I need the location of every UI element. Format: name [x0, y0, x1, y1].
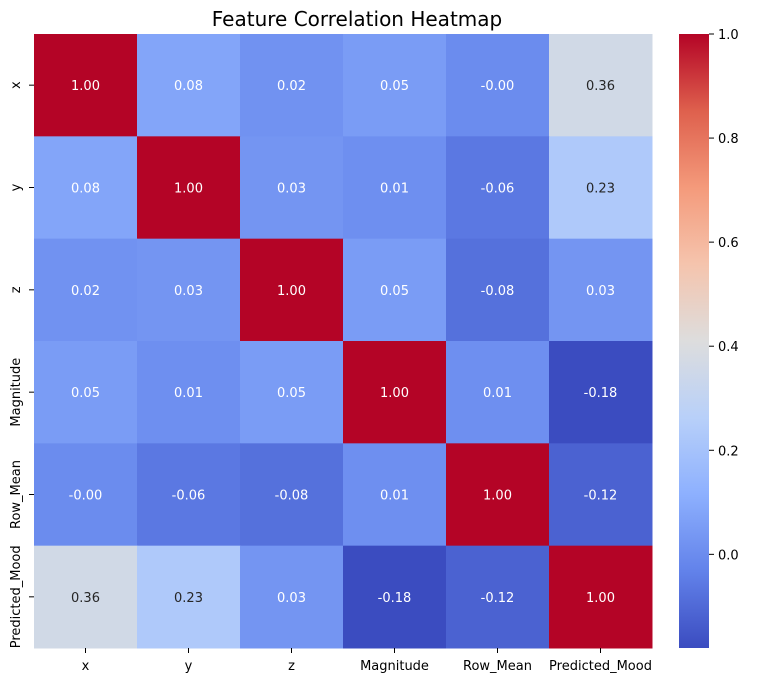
cell-value-label: 0.02 — [277, 79, 306, 94]
heatmap-cell-z-y — [137, 238, 241, 342]
colorbar-gradient — [679, 34, 709, 648]
cell-value-label: 1.00 — [380, 386, 409, 401]
heatmap-cell-row-mean-x — [34, 443, 138, 547]
cell-value-label: 0.03 — [586, 284, 615, 299]
y-tick-label-z: z — [9, 286, 24, 293]
heatmap-cell-magnitude-y — [137, 341, 241, 444]
heatmap-cell-predicted-mood-y — [137, 545, 241, 649]
heatmap-cell-row-mean-row-mean — [446, 443, 550, 547]
heatmap-cell-x-predicted-mood — [549, 34, 653, 137]
heatmap-cell-z-row-mean — [446, 238, 550, 342]
cell-value-label: 0.08 — [71, 182, 100, 197]
cell-value-label: -0.06 — [481, 182, 515, 197]
heatmap-cell-magnitude-predicted-mood — [549, 341, 653, 444]
heatmap-cell-predicted-mood-predicted-mood — [549, 545, 653, 649]
cell-value-label: 0.05 — [277, 386, 306, 401]
cell-value-label: -0.08 — [481, 284, 515, 299]
heatmap-cell-magnitude-x — [34, 341, 138, 444]
heatmap-cell-predicted-mood-magnitude — [343, 545, 447, 649]
cell-value-label: 0.05 — [380, 284, 409, 299]
heatmap-cell-row-mean-z — [240, 443, 344, 547]
x-tick-label-x: x — [82, 659, 90, 674]
y-tick-label-x: x — [9, 81, 24, 89]
cell-value-label: -0.00 — [481, 79, 515, 94]
heatmap-cell-magnitude-row-mean — [446, 341, 550, 444]
cell-value-label: 0.36 — [71, 591, 100, 606]
heatmap-cells — [34, 34, 653, 649]
cell-value-label: -0.12 — [481, 591, 515, 606]
cell-value-label: 0.03 — [277, 591, 306, 606]
cell-value-label: 0.01 — [483, 386, 512, 401]
heatmap-cell-x-x — [34, 34, 138, 137]
heatmap-cell-y-z — [240, 136, 344, 240]
heatmap-cell-row-mean-magnitude — [343, 443, 447, 547]
cell-value-label: -0.08 — [275, 489, 309, 504]
heatmap-cell-magnitude-magnitude — [343, 341, 447, 444]
heatmap-cell-y-x — [34, 136, 138, 240]
cell-value-label: 0.02 — [71, 284, 100, 299]
x-tick-label-y: y — [185, 659, 193, 674]
cell-value-label: -0.12 — [584, 489, 618, 504]
cell-value-label: 0.05 — [71, 386, 100, 401]
cell-value-label: 0.05 — [380, 79, 409, 94]
cell-value-label: 1.00 — [483, 489, 512, 504]
heatmap-cell-magnitude-z — [240, 341, 344, 444]
heatmap-cell-row-mean-y — [137, 443, 241, 547]
cell-value-label: 1.00 — [586, 591, 615, 606]
heatmap-cell-z-x — [34, 238, 138, 342]
heatmap-cell-row-mean-predicted-mood — [549, 443, 653, 547]
colorbar-tick-label: 0.2 — [718, 444, 739, 459]
x-tick-label-predicted-mood: Predicted_Mood — [549, 659, 652, 674]
cell-value-label: -0.06 — [172, 489, 206, 504]
heatmap-cell-predicted-mood-row-mean — [446, 545, 550, 649]
cell-value-label: 0.01 — [380, 489, 409, 504]
heatmap-cell-z-z — [240, 238, 344, 342]
cell-value-label: 0.36 — [586, 79, 615, 94]
y-tick-label-y: y — [9, 183, 24, 191]
colorbar-tick-label: 0.0 — [718, 548, 739, 563]
heatmap-cell-x-row-mean — [446, 34, 550, 137]
x-axis: x y z Magnitude Row_Mean Predicted_Mood — [82, 648, 652, 674]
heatmap-cell-y-magnitude — [343, 136, 447, 240]
heatmap-cell-x-z — [240, 34, 344, 137]
cell-value-label: 0.08 — [174, 79, 203, 94]
heatmap-cell-x-magnitude — [343, 34, 447, 137]
chart-title: Feature Correlation Heatmap — [212, 7, 502, 31]
cell-value-label: -0.18 — [378, 591, 412, 606]
y-tick-label-predicted-mood: Predicted_Mood — [9, 545, 24, 648]
heatmap-cell-predicted-mood-x — [34, 545, 138, 649]
heatmap-cell-y-y — [137, 136, 241, 240]
cell-value-label: 0.03 — [174, 284, 203, 299]
colorbar: 0.0 0.2 0.4 0.6 0.8 1.0 — [679, 28, 739, 648]
x-tick-label-row-mean: Row_Mean — [463, 659, 532, 674]
y-tick-label-row-mean: Row_Mean — [9, 460, 24, 529]
y-axis: x y z Magnitude Row_Mean Predicted_Mood — [9, 81, 34, 648]
heatmap-cell-y-predicted-mood — [549, 136, 653, 240]
heatmap-cell-y-row-mean — [446, 136, 550, 240]
x-tick-label-z: z — [288, 659, 295, 674]
cell-value-label: 0.01 — [380, 182, 409, 197]
cell-value-label: 0.01 — [174, 386, 203, 401]
cell-value-label: 0.03 — [277, 182, 306, 197]
cell-value-label: 0.23 — [586, 182, 615, 197]
heatmap-cell-predicted-mood-z — [240, 545, 344, 649]
cell-value-label: 1.00 — [174, 182, 203, 197]
cell-value-label: 1.00 — [277, 284, 306, 299]
cell-value-label: -0.00 — [69, 489, 103, 504]
cell-value-label: -0.18 — [584, 386, 618, 401]
cell-value-label: 0.23 — [174, 591, 203, 606]
heatmap-cell-z-predicted-mood — [549, 238, 653, 342]
colorbar-tick-label: 0.6 — [718, 236, 739, 251]
heatmap-cell-labels: 1.00 0.08 0.02 0.05 -0.00 0.36 0.08 1.00 0.03 0.0… — [69, 79, 618, 606]
colorbar-tick-label: 0.4 — [718, 340, 739, 355]
x-tick-label-magnitude: Magnitude — [360, 659, 429, 674]
cell-value-label: 1.00 — [71, 79, 100, 94]
colorbar-tick-label: 1.0 — [718, 28, 739, 43]
y-tick-label-magnitude: Magnitude — [9, 358, 24, 427]
colorbar-tick-label: 0.8 — [718, 132, 739, 147]
heatmap-cell-z-magnitude — [343, 238, 447, 342]
heatmap-cell-x-y — [137, 34, 241, 137]
